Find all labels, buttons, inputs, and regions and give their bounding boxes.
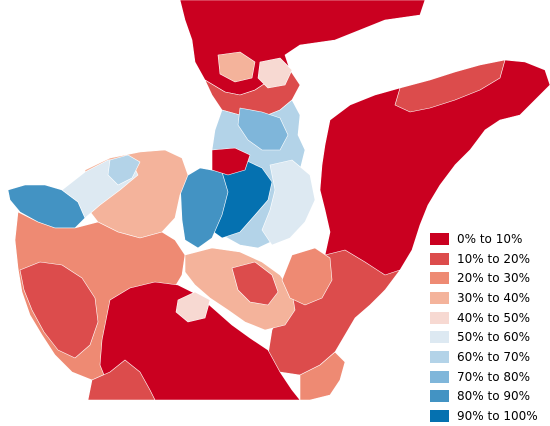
legend-label: 50% to 60% xyxy=(457,330,531,345)
legend-swatch xyxy=(430,291,449,304)
legend-label: 20% to 30% xyxy=(457,271,531,286)
legend-swatch xyxy=(430,272,449,285)
map-region-east-salmon xyxy=(281,247,333,306)
legend-label: 80% to 90% xyxy=(457,389,531,404)
legend-item: 30% to 40% xyxy=(430,288,548,308)
legend-item: 40% to 50% xyxy=(430,308,548,328)
map-region-north-arm xyxy=(179,0,426,96)
map-region-central-blue xyxy=(179,167,229,249)
legend-label: 0% to 10% xyxy=(457,231,523,246)
map-region-central-red-patch xyxy=(211,147,251,176)
map-region-south-inner-red xyxy=(231,261,279,306)
map-region-north-east-band xyxy=(394,59,506,113)
legend-item: 70% to 80% xyxy=(430,367,548,387)
legend-label: 90% to 100% xyxy=(457,409,538,424)
legend-swatch xyxy=(430,311,449,324)
legend-item: 90% to 100% xyxy=(430,406,548,426)
map-region-north-light-salmon xyxy=(217,51,256,83)
legend-label: 70% to 80% xyxy=(457,369,531,384)
map-region-south-east-edge xyxy=(299,351,346,400)
legend-label: 60% to 70% xyxy=(457,349,531,364)
legend-item: 0% to 10% xyxy=(430,229,548,249)
legend: 0% to 10% 10% to 20% 20% to 30% 30% to 40% 4… xyxy=(430,229,548,426)
map-region-central-pale-blue xyxy=(261,159,316,246)
legend-swatch xyxy=(430,252,449,265)
legend-item: 10% to 20% xyxy=(430,249,548,269)
choropleth-map: 0% to 10% 10% to 20% 20% to 30% 30% to 40% 4… xyxy=(7,0,550,423)
map-region-central-mid-blue xyxy=(237,107,289,151)
legend-item: 20% to 30% xyxy=(430,268,548,288)
map-region-south-central xyxy=(99,281,301,400)
legend-swatch xyxy=(430,232,449,245)
legend-item: 60% to 70% xyxy=(430,347,548,367)
legend-label: 40% to 50% xyxy=(457,310,531,325)
legend-swatch xyxy=(430,370,449,383)
legend-swatch xyxy=(430,410,449,423)
map-region-south-west-red xyxy=(19,261,99,359)
map-region-south-edge xyxy=(87,359,156,400)
map-region-south-pale-pink xyxy=(175,291,211,323)
legend-swatch xyxy=(430,390,449,403)
legend-item: 50% to 60% xyxy=(430,327,548,347)
legend-item: 80% to 90% xyxy=(430,387,548,407)
map-region-north-pale-pink xyxy=(257,57,293,89)
map-region-west-light-blue xyxy=(107,154,141,186)
map-region-far-west-blue xyxy=(7,184,86,229)
legend-label: 30% to 40% xyxy=(457,290,531,305)
legend-swatch xyxy=(430,350,449,363)
map-canvas xyxy=(7,0,550,400)
legend-swatch xyxy=(430,331,449,344)
legend-label: 10% to 20% xyxy=(457,251,531,266)
